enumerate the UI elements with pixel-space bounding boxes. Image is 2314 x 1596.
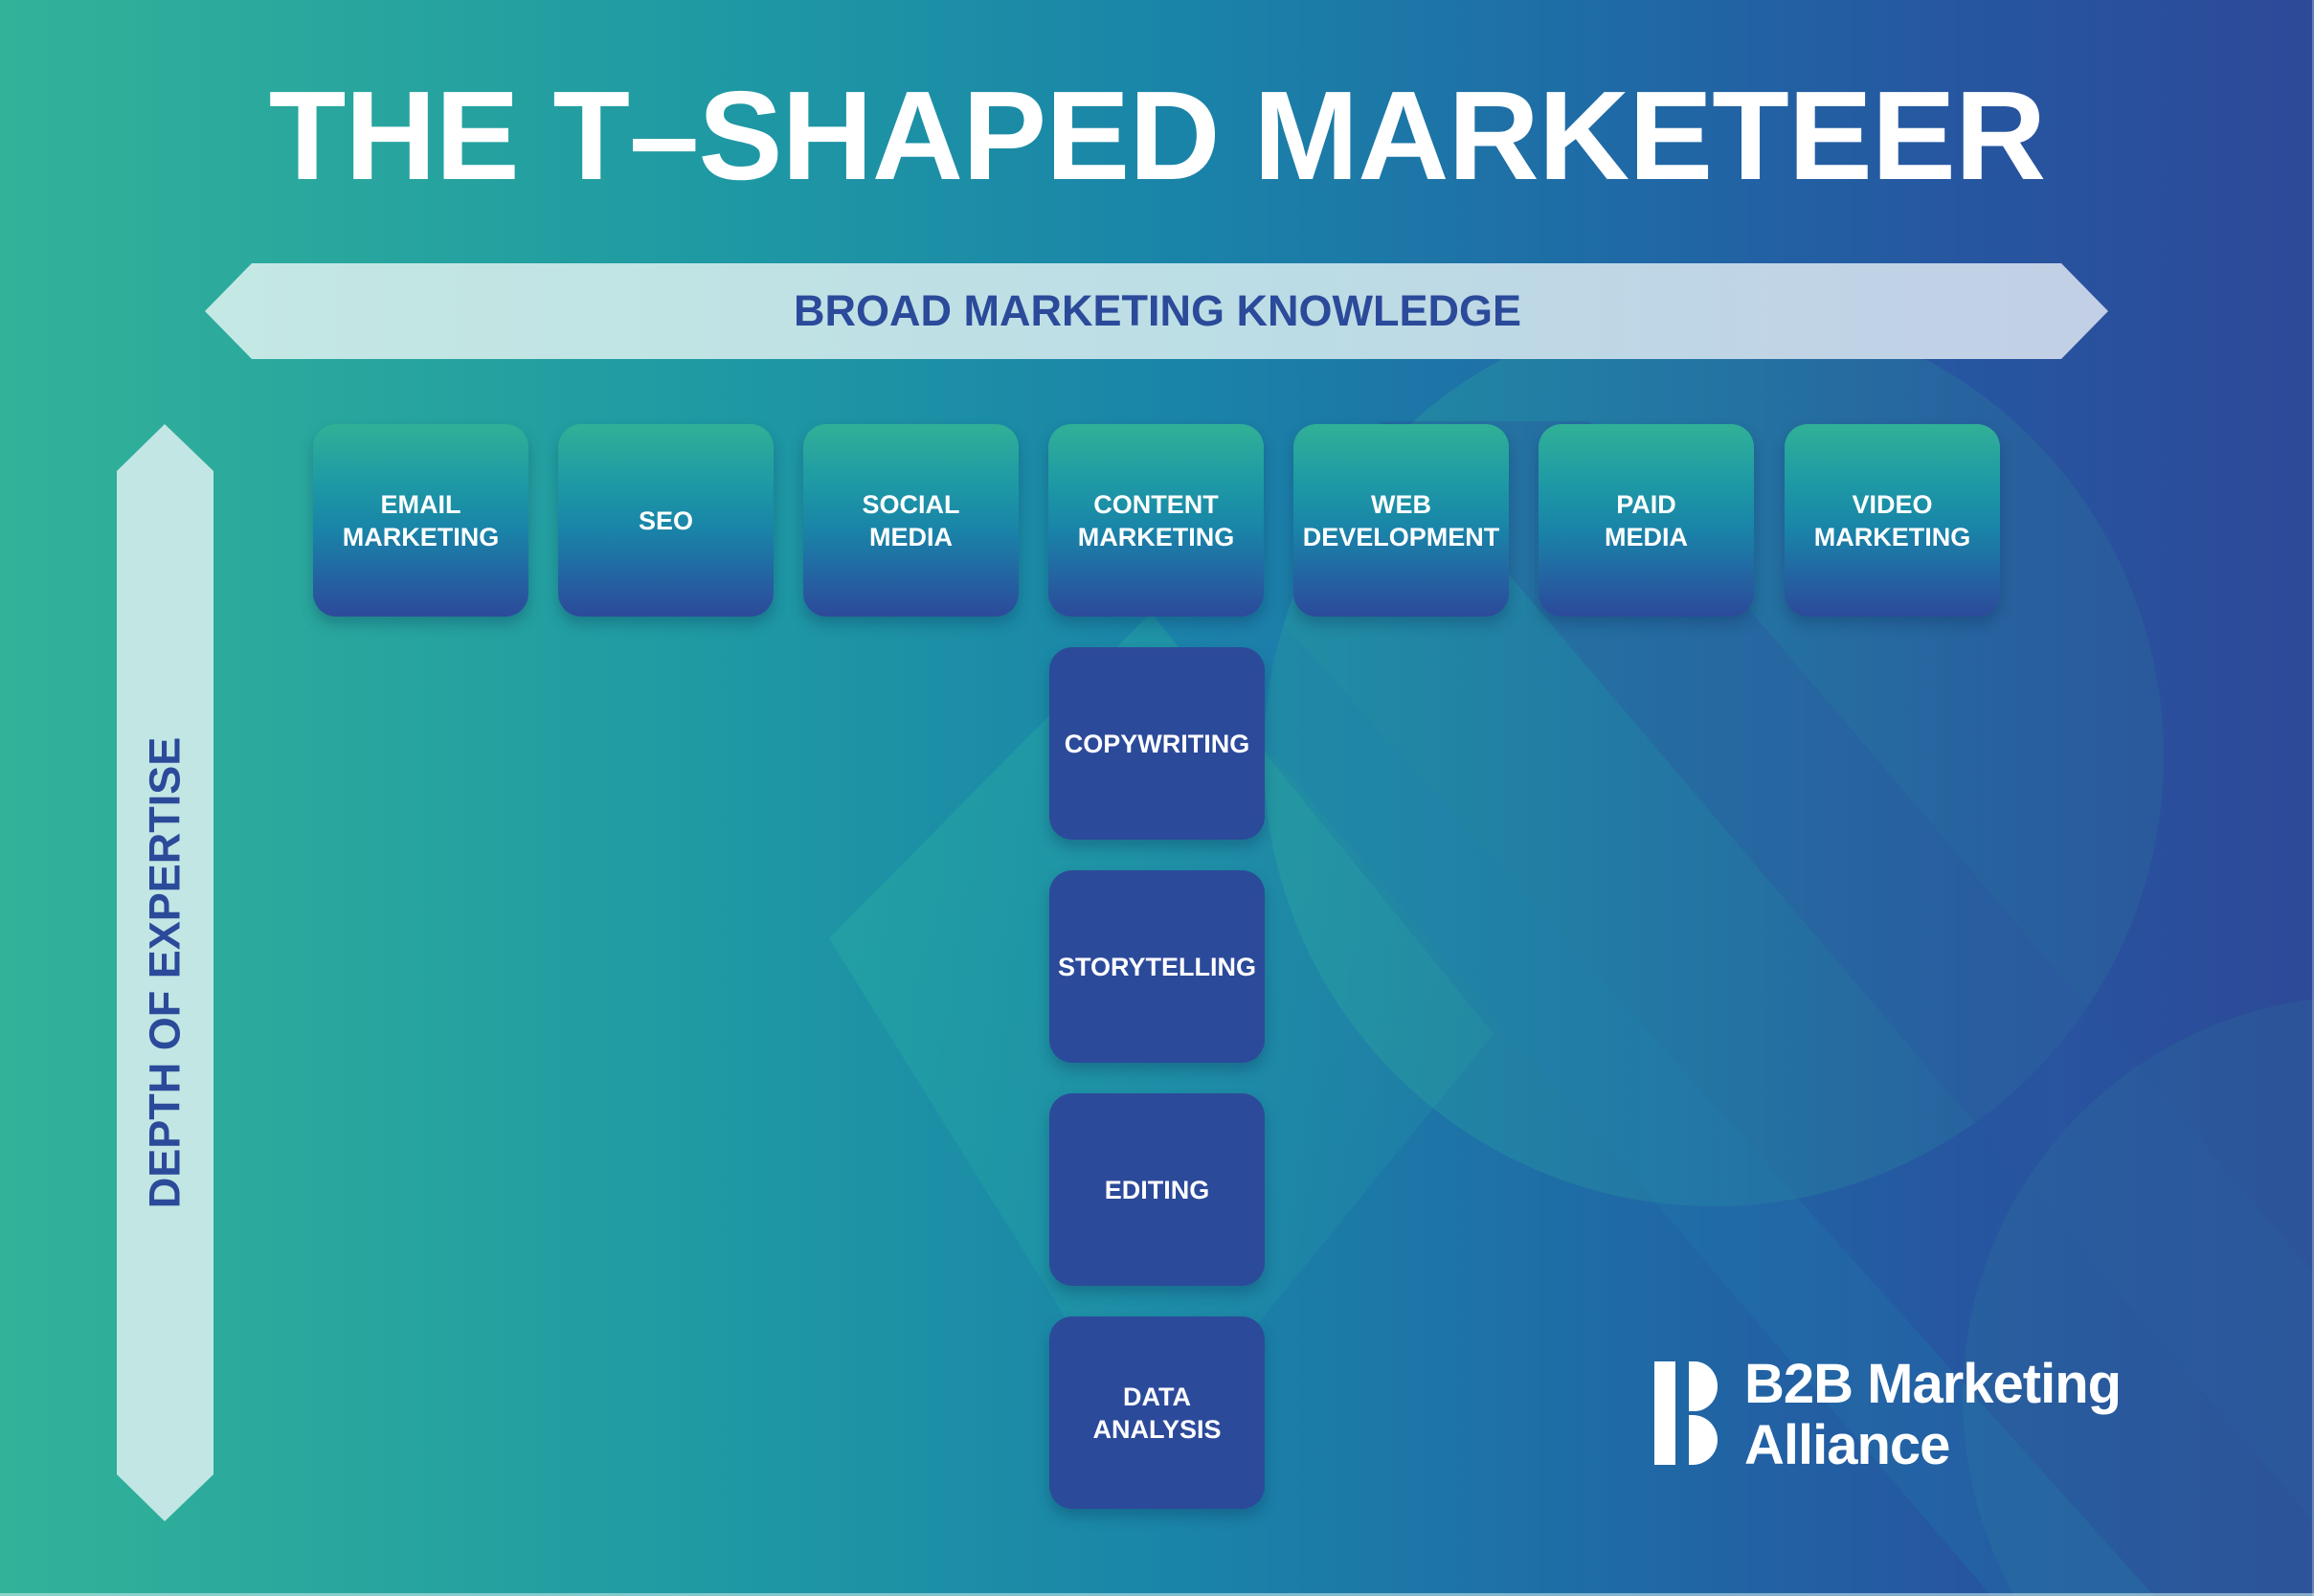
logo-line1: B2B Marketing <box>1744 1353 2122 1415</box>
broad-knowledge-axis-label: BROAD MARKETING KNOWLEDGE <box>205 263 2110 359</box>
skill-label-line2: MEDIA <box>1605 522 1688 551</box>
skill-label-line1: STORYTELLING <box>1057 952 1256 981</box>
background-diagonal-band-2 <box>1151 613 2154 1596</box>
skill-label-line2: DEVELOPMENT <box>1302 522 1500 551</box>
skill-label-line2: MEDIA <box>868 522 953 551</box>
skill-label-line1: SOCIAL <box>862 489 960 519</box>
broad-knowledge-label: BROAD MARKETING KNOWLEDGE <box>794 286 1521 335</box>
skill-card-storytelling: STORYTELLING <box>1049 870 1265 1063</box>
logo-wordmark: B2B Marketing Alliance <box>1744 1353 2122 1476</box>
skill-card-copywriting: COPYWRITING <box>1049 647 1265 840</box>
skill-card-data-analysis: DATA ANALYSIS <box>1049 1316 1265 1509</box>
skill-card-paid-media: PAID MEDIA <box>1539 424 1754 617</box>
skill-label-line2: ANALYSIS <box>1092 1414 1222 1444</box>
skill-label-line1: PAID <box>1616 489 1676 519</box>
skill-card-email-marketing: EMAIL MARKETING <box>313 424 528 617</box>
skill-label-line1: EDITING <box>1104 1175 1210 1204</box>
skill-label-line1: DATA <box>1123 1382 1191 1411</box>
skill-label-line1: VIDEO <box>1852 489 1933 519</box>
background-diagonal-band <box>1379 421 2314 1522</box>
right-border <box>2312 0 2314 1596</box>
skill-label-line2: MARKETING <box>1813 522 1971 551</box>
double-headed-horizontal-arrow-icon <box>205 263 2108 359</box>
bottom-border <box>0 1593 2314 1596</box>
skill-card-video-marketing: VIDEO MARKETING <box>1785 424 2000 617</box>
b2b-marketing-alliance-logo: B2B Marketing Alliance <box>1654 1354 2190 1476</box>
skill-card-editing: EDITING <box>1049 1093 1265 1286</box>
b2b-marketing-alliance-b-mark-icon <box>1654 1361 1718 1465</box>
skill-label-line1: WEB <box>1371 489 1431 519</box>
skill-label-line1: SEO <box>638 506 694 535</box>
double-headed-vertical-arrow-icon <box>117 424 213 1521</box>
skill-label-line2: MARKETING <box>342 522 500 551</box>
background-circle-small <box>1963 999 2314 1596</box>
skill-card-content-marketing: CONTENT MARKETING <box>1048 424 1264 617</box>
skill-card-seo: SEO <box>558 424 774 617</box>
skill-label-line1: COPYWRITING <box>1064 729 1250 758</box>
skill-label-line1: CONTENT <box>1093 489 1219 519</box>
logo-line2: Alliance <box>1744 1414 1950 1476</box>
depth-expertise-axis-label: DEPTH OF EXPERTISE <box>117 424 213 1521</box>
depth-expertise-label: DEPTH OF EXPERTISE <box>140 736 190 1209</box>
page-title: THE T–SHAPED MARKETEER <box>268 65 2047 206</box>
skill-card-social-media: SOCIAL MEDIA <box>803 424 1019 617</box>
skill-card-web-development: WEB DEVELOPMENT <box>1293 424 1509 617</box>
skill-label-line1: EMAIL <box>380 489 461 519</box>
skill-label-line2: MARKETING <box>1077 522 1235 551</box>
